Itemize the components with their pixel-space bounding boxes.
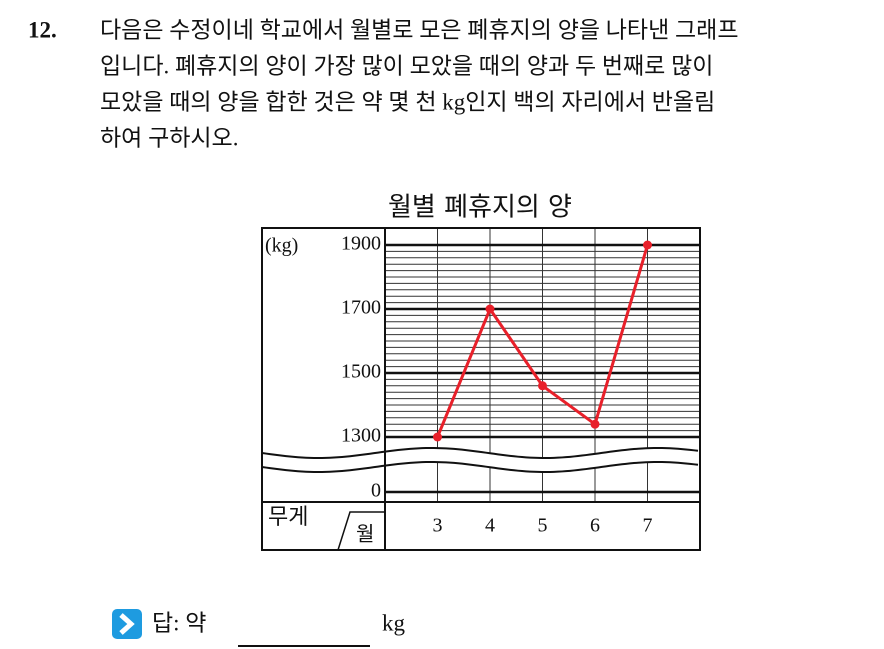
question-line: 하여 구하시오. [100,125,238,150]
x-tick-label: 6 [590,515,600,537]
data-point [643,240,652,250]
x-tick-label: 7 [643,515,653,537]
axis-break-line [261,446,699,459]
answer-icon [112,609,142,639]
axis-break-line [261,460,699,473]
chart: 0 1300 1500 1700 1900 (kg) 무게월 3 4 5 6 7 [261,227,701,551]
data-point [433,432,442,442]
question-line: 모았을 때의 양을 합한 것은 약 몇 천 kg인지 백의 자리에서 반올림 [100,89,715,114]
question-line: 입니다. 폐휴지의 양이 가장 많이 모았을 때의 양과 두 번째로 많이 [100,53,713,78]
y-tick-label: 1900 [341,233,381,255]
y-tick-label: 1700 [341,297,381,319]
question-text: 다음은 수정이네 학교에서 월별로 모은 폐휴지의 양을 나타낸 그래프입니다.… [100,17,738,150]
x-tick-label: 4 [485,515,495,537]
question-line: 다음은 수정이네 학교에서 월별로 모은 폐휴지의 양을 나타낸 그래프 [100,17,738,42]
answer-unit: kg [382,610,406,635]
y-tick-label: 1500 [341,361,381,383]
y-unit: (kg) [265,235,298,257]
corner-y-label: 무게 [268,505,308,530]
chart-frame [261,227,701,551]
corner-diagonal [337,511,385,551]
data-point [538,381,547,391]
answer-icon-arrow [119,613,135,635]
data-point [590,419,600,429]
x-tick-label: 5 [538,515,548,537]
y-tick-label: 0 [371,480,381,502]
question-number: 12. [28,17,57,42]
y-tick-label: 1300 [341,425,381,447]
answer-label: 답: 약 [152,610,206,635]
corner-x-label: 월 [356,522,374,546]
x-tick-label: 3 [433,515,443,537]
chart-title: 월별 폐휴지의 양 [388,193,572,223]
data-point [485,304,495,314]
